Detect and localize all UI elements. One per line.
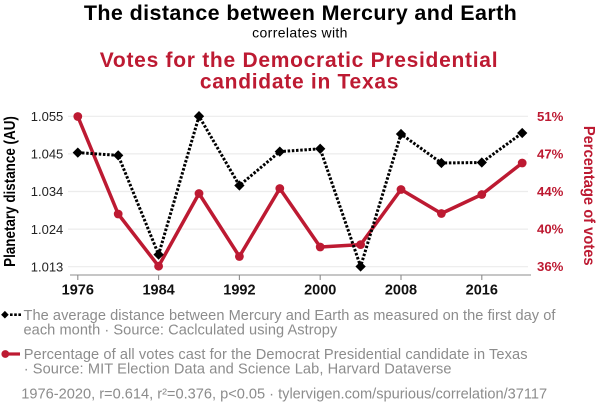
svg-text:· Source: MIT Election Data an: · Source: MIT Election Data and Science … <box>24 362 452 378</box>
svg-text:1976-2020, r=0.614, r²=0.376,: 1976-2020, r=0.614, r²=0.376, p<0.05 · t… <box>21 387 547 403</box>
svg-text:47%: 47% <box>537 146 564 161</box>
svg-text:correlates with: correlates with <box>252 25 348 41</box>
svg-text:1984: 1984 <box>142 283 174 299</box>
svg-text:51%: 51% <box>537 109 564 124</box>
svg-text:40%: 40% <box>537 222 564 237</box>
svg-text:Percentage of votes: Percentage of votes <box>580 126 598 266</box>
svg-text:1992: 1992 <box>223 283 255 299</box>
svg-text:1976: 1976 <box>62 283 94 299</box>
svg-text:2008: 2008 <box>385 283 417 299</box>
svg-text:1.013: 1.013 <box>31 259 64 274</box>
svg-text:The distance between Mercury a: The distance between Mercury and Earth <box>84 1 517 25</box>
svg-text:The average distance between M: The average distance between Mercury and… <box>24 308 557 324</box>
svg-text:2000: 2000 <box>304 283 336 299</box>
svg-text:2016: 2016 <box>466 283 498 299</box>
svg-text:1.045: 1.045 <box>31 147 64 162</box>
svg-text:1.034: 1.034 <box>31 184 64 199</box>
svg-text:candidate in Texas: candidate in Texas <box>200 71 399 94</box>
svg-text:1.055: 1.055 <box>31 109 64 124</box>
svg-text:Planetary distance (AU): Planetary distance (AU) <box>2 116 19 267</box>
svg-text:Votes for the Democratic Presi: Votes for the Democratic Presidential <box>100 49 499 72</box>
svg-text:36%: 36% <box>537 259 564 274</box>
svg-text:Percentage of all votes cast f: Percentage of all votes cast for the Dem… <box>24 347 528 363</box>
svg-text:1.024: 1.024 <box>31 222 64 237</box>
svg-text:each month · Source: Caclculat: each month · Source: Caclculated using A… <box>24 322 338 338</box>
svg-text:44%: 44% <box>537 184 564 199</box>
